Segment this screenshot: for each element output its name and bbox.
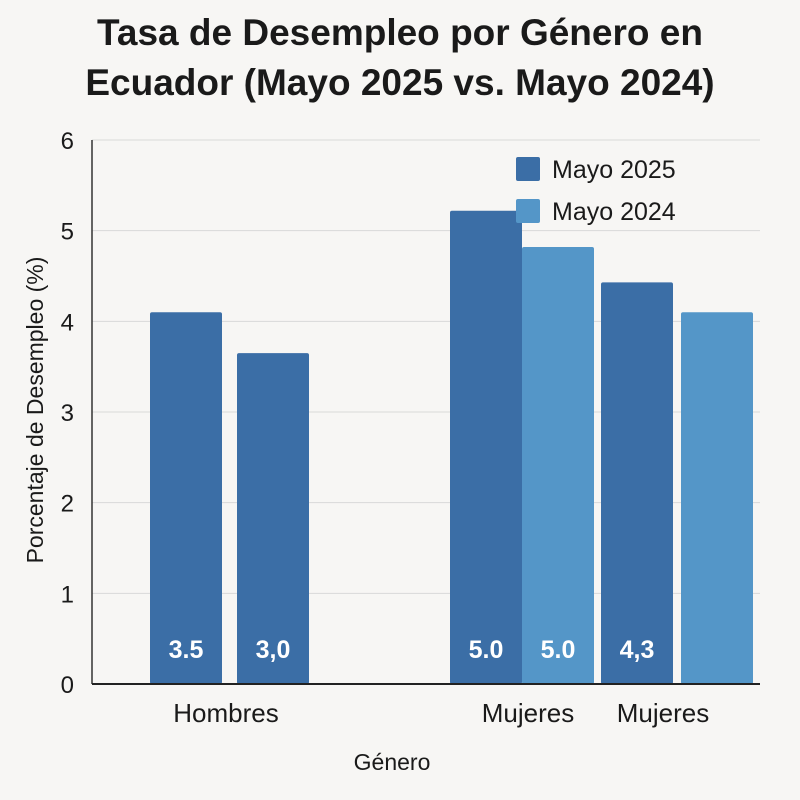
chart-title-line-2: Ecuador (Mayo 2025 vs. Mayo 2024) [85, 62, 715, 103]
y-axis-title: Porcentaje de Desempleo (%) [22, 257, 48, 564]
bars: 3.5 3,0 5.0 5.0 4,3 [150, 210, 753, 684]
y-axis-ticks: 0 1 2 3 4 5 6 [61, 128, 74, 699]
legend-swatch [516, 199, 540, 223]
bar [237, 353, 309, 684]
legend-label: Mayo 2024 [552, 198, 676, 226]
x-axis-title: Género [354, 749, 431, 775]
bar [601, 282, 673, 684]
y-tick-label: 0 [61, 672, 74, 699]
y-tick-label: 6 [61, 128, 74, 155]
legend-label: Mayo 2025 [552, 156, 676, 184]
x-category-label: Mujeres [617, 698, 709, 728]
y-tick-label: 4 [61, 309, 74, 336]
bar [450, 210, 522, 684]
chart-title: Tasa de Desempleo por Género en Ecuador … [0, 8, 800, 108]
bar-value-label: 5.0 [469, 636, 504, 664]
bar-value-label: 5.0 [541, 636, 576, 664]
bar [681, 312, 753, 684]
x-category-label: Mujeres [482, 698, 574, 728]
axes [91, 140, 760, 685]
y-tick-label: 5 [61, 219, 74, 246]
legend-swatch [516, 157, 540, 181]
bar-value-label: 4,3 [620, 636, 655, 664]
y-tick-label: 2 [61, 491, 74, 518]
bar-value-label: 3,0 [256, 636, 291, 664]
y-tick-label: 3 [61, 400, 74, 427]
chart-title-line-1: Tasa de Desempleo por Género en [97, 12, 703, 53]
x-category-label: Hombres [173, 698, 278, 728]
bar [522, 246, 594, 684]
x-axis-categories: Hombres Mujeres Mujeres [173, 698, 709, 728]
y-tick-label: 1 [61, 581, 74, 608]
bar [150, 312, 222, 684]
bar-value-label: 3.5 [169, 636, 204, 664]
legend: Mayo 2025 Mayo 2024 [516, 156, 676, 226]
